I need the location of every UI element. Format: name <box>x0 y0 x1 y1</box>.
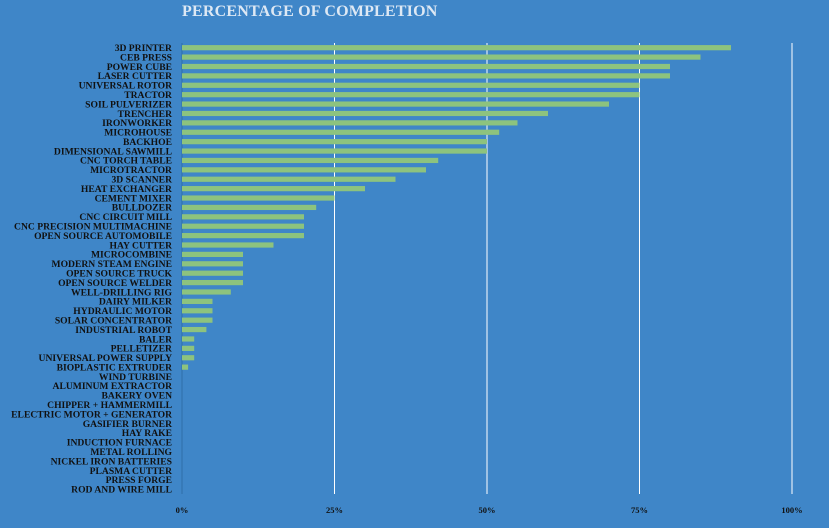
category-label: ALUMINUM EXTRACTOR <box>53 381 174 392</box>
category-label: PRESS FORGE <box>106 475 172 486</box>
bar <box>182 120 518 126</box>
bar <box>182 317 213 323</box>
category-label: BULLDOZER <box>112 203 173 214</box>
category-label: CNC TORCH TABLE <box>80 156 172 167</box>
bar <box>182 345 195 351</box>
bar <box>182 242 274 248</box>
bar <box>182 270 243 276</box>
bar <box>182 326 207 333</box>
category-label: OPEN SOURCE WELDER <box>58 278 173 289</box>
category-label: HAY RAKE <box>122 428 172 439</box>
x-tick-label: 50% <box>479 505 496 515</box>
category-label: UNIVERSAL POWER SUPPLY <box>39 353 173 364</box>
category-label: METAL ROLLING <box>90 447 172 458</box>
bar <box>182 279 243 286</box>
category-label: BIOPLASTIC EXTRUDER <box>57 362 173 373</box>
category-label: 3D PRINTER <box>115 43 173 54</box>
category-label: 3D SCANNER <box>112 175 174 186</box>
category-label: CNC CIRCUIT MILL <box>79 212 172 223</box>
bar <box>182 308 213 314</box>
bar <box>182 82 640 88</box>
category-label: TRENCHER <box>118 109 173 120</box>
bar <box>182 298 213 304</box>
category-label: LASER CUTTER <box>98 71 173 82</box>
category-label: MICROCOMBINE <box>91 250 172 261</box>
bar <box>182 186 365 192</box>
bar <box>182 54 701 60</box>
x-tick-label: 75% <box>631 505 648 515</box>
bar <box>182 355 195 361</box>
category-label: HEAT EXCHANGER <box>81 184 173 195</box>
x-tick-label: 0% <box>176 505 189 515</box>
bar <box>182 73 670 79</box>
category-label: BACKHOE <box>123 137 172 148</box>
category-label: PLASMA CUTTER <box>90 466 173 477</box>
category-label: UNIVERSAL ROTOR <box>79 81 173 92</box>
category-label: ELECTRIC MOTOR + GENERATOR <box>11 409 173 420</box>
category-label: MICROTRACTOR <box>90 165 173 176</box>
category-label: ROD AND WIRE MILL <box>71 485 172 496</box>
category-label: BALER <box>139 334 173 345</box>
bar <box>182 336 195 342</box>
category-label: SOLAR CONCENTRATOR <box>55 315 173 326</box>
bar <box>182 92 640 98</box>
bar <box>182 233 304 239</box>
category-label: TRACTOR <box>124 90 173 101</box>
category-label: CEMENT MIXER <box>95 193 173 204</box>
bar <box>182 176 396 182</box>
category-label: OPEN SOURCE AUTOMOBILE <box>34 231 172 242</box>
category-label: MODERN STEAM ENGINE <box>52 259 172 270</box>
category-label: DIMENSIONAL SAWMILL <box>54 146 172 157</box>
bar <box>182 129 500 135</box>
bar <box>182 223 304 229</box>
category-label: OPEN SOURCE TRUCK <box>66 268 172 279</box>
category-label: NICKEL IRON BATTERIES <box>51 456 172 467</box>
bar <box>182 289 231 295</box>
category-label: SOIL PULVERIZER <box>85 99 173 110</box>
category-label: DAIRY MILKER <box>99 297 173 308</box>
bar <box>182 204 317 211</box>
category-label: IRONWORKER <box>102 118 173 129</box>
category-label: INDUCTION FURNACE <box>67 438 172 449</box>
bar <box>182 214 304 220</box>
x-tick-label: 25% <box>326 505 343 515</box>
category-label: PELLETIZER <box>111 344 173 355</box>
category-label: INDUSTRIAL ROBOT <box>75 325 172 336</box>
category-label: CNC PRECISION MULTIMACHINE <box>14 222 172 233</box>
category-label: MICROHOUSE <box>104 128 172 139</box>
bar <box>182 167 426 173</box>
bar <box>182 110 548 117</box>
bar <box>182 364 189 370</box>
chart-title: PERCENTAGE OF COMPLETION <box>182 3 438 20</box>
bar <box>182 148 487 154</box>
category-label: GASIFIER BURNER <box>83 419 173 430</box>
bar <box>182 139 487 145</box>
bar <box>182 63 670 70</box>
category-label: BAKERY OVEN <box>102 391 173 402</box>
bar <box>182 251 243 258</box>
category-label: CEB PRESS <box>120 52 172 63</box>
bar <box>182 157 439 164</box>
category-label: POWER CUBE <box>107 62 172 73</box>
category-label: WELL-DRILLING RIG <box>71 287 173 298</box>
bar <box>182 101 609 107</box>
bar <box>182 195 335 201</box>
x-tick-label: 100% <box>781 505 802 515</box>
category-label: HYDRAULIC MOTOR <box>73 306 173 317</box>
bar <box>182 261 243 267</box>
category-label: HAY CUTTER <box>110 240 174 251</box>
category-label: WIND TURBINE <box>99 372 172 383</box>
category-label: CHIPPER + HAMMERMILL <box>47 400 172 411</box>
bar <box>182 45 731 51</box>
